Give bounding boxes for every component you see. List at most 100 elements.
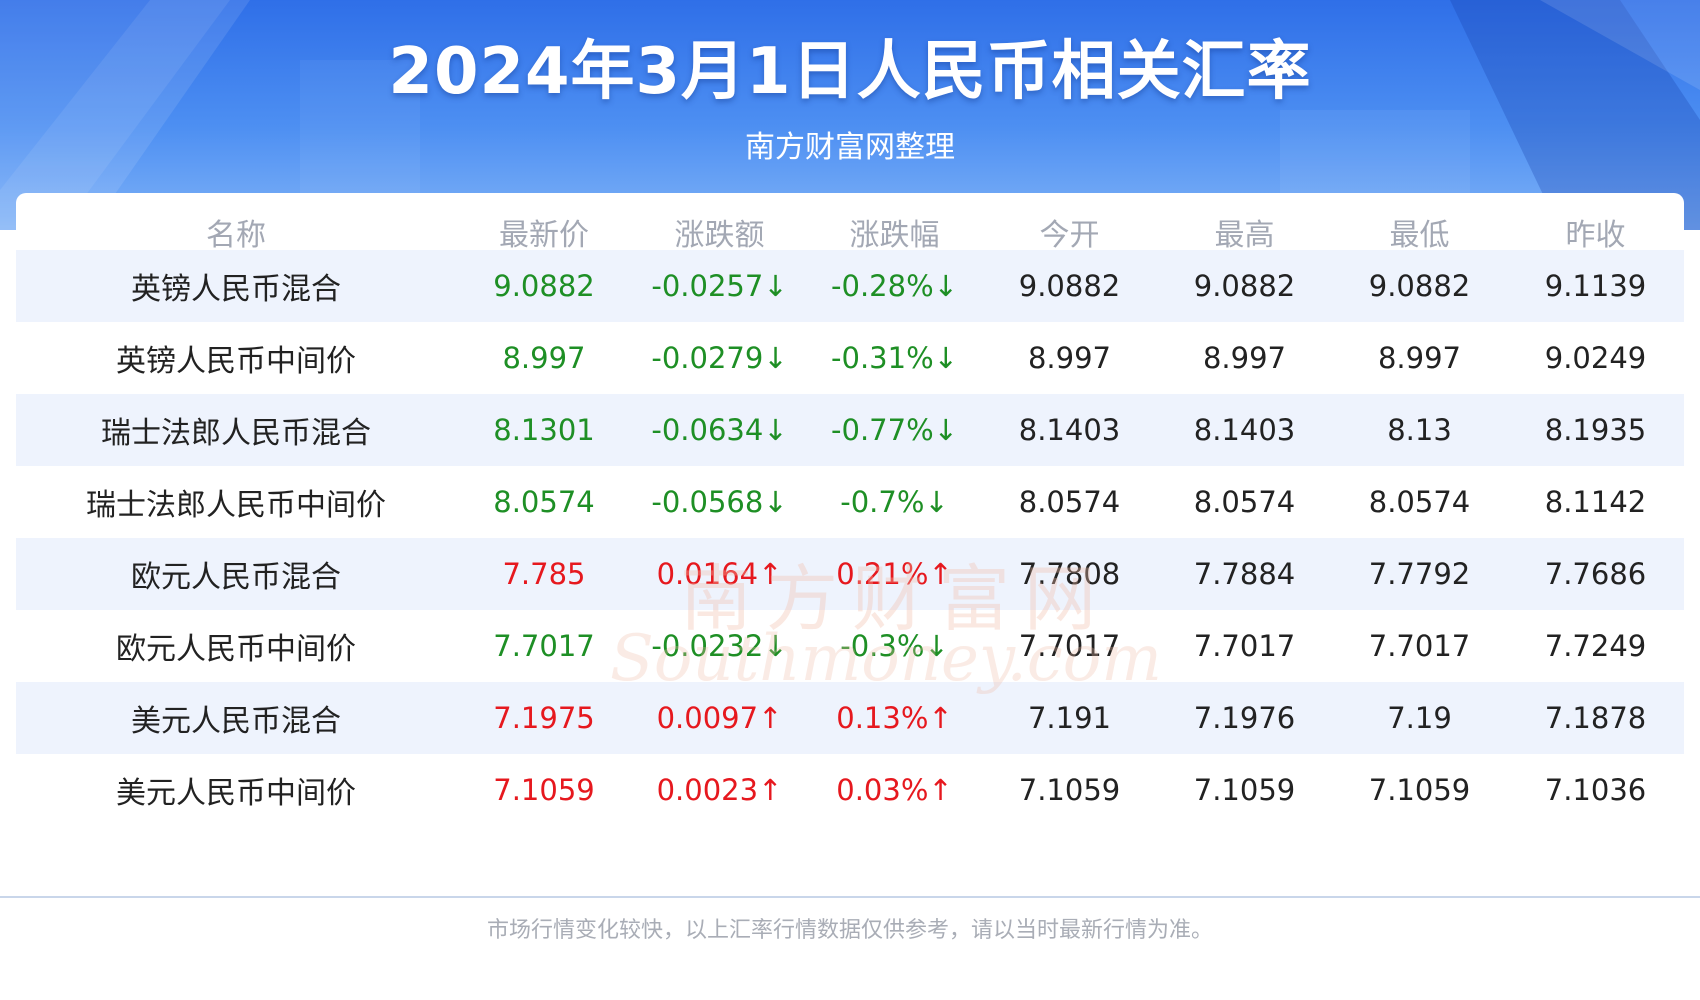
cell-low: 8.997	[1332, 341, 1507, 375]
cell-low-value: 7.19	[1387, 701, 1452, 735]
cell-latest: 7.7017	[456, 629, 632, 663]
cell-change-pct-value: -0.77%	[831, 413, 934, 447]
cell-latest-value: 8.1301	[493, 413, 595, 447]
arrow-down-icon: ↓	[924, 485, 949, 519]
column-header-prev-close: 昨收	[1565, 218, 1626, 253]
arrow-down-icon: ↓	[763, 485, 788, 519]
cell-low-value: 8.13	[1387, 413, 1452, 447]
cell-open-value: 7.1059	[1018, 773, 1121, 807]
cell-high-value: 7.7884	[1193, 557, 1296, 591]
cell-open-value: 9.0882	[1018, 269, 1121, 303]
cell-prev-close-value: 9.1139	[1544, 269, 1647, 303]
cell-prev-close: 9.1139	[1507, 269, 1684, 303]
cell-high: 9.0882	[1157, 269, 1332, 303]
cell-open: 8.1403	[982, 413, 1157, 447]
cell-prev-close: 7.1036	[1507, 773, 1684, 807]
cell-latest: 8.997	[456, 341, 632, 375]
arrow-up-icon: ↑	[758, 557, 783, 591]
table-row: 英镑人民币中间价 8.997 -0.0279↓ -0.31%↓ 8.997 8.997 8.…	[16, 322, 1684, 394]
cell-name: 欧元人民币中间价	[16, 624, 456, 668]
column-header-low: 最低	[1389, 218, 1450, 253]
cell-latest-value: 8.997	[502, 341, 586, 375]
cell-open-value: 7.7017	[1018, 629, 1121, 663]
cell-high-value: 7.1059	[1193, 773, 1296, 807]
arrow-down-icon: ↓	[933, 341, 958, 375]
cell-open: 9.0882	[982, 269, 1157, 303]
cell-latest: 9.0882	[456, 269, 632, 303]
header-banner: 2024年3月1日人民币相关汇率 南方财富网整理	[0, 0, 1700, 230]
cell-high-value: 7.7017	[1193, 629, 1296, 663]
arrow-down-icon: ↓	[763, 269, 788, 303]
cell-name: 英镑人民币中间价	[16, 336, 456, 380]
cell-high: 7.7884	[1157, 557, 1332, 591]
table-row: 美元人民币中间价 7.1059 0.0023↑ 0.03%↑ 7.1059 7.1059 7…	[16, 754, 1684, 826]
arrow-down-icon: ↓	[763, 341, 788, 375]
cell-open-value: 8.0574	[1018, 485, 1121, 519]
cell-prev-close-value: 7.1036	[1544, 773, 1647, 807]
cell-name-value: 瑞士法郎人民币混合	[101, 416, 371, 451]
table-row: 欧元人民币混合 7.785 0.0164↑ 0.21%↑ 7.7808 7.7884 7.7…	[16, 538, 1684, 610]
column-header-name: 名称	[206, 218, 266, 253]
cell-name-value: 瑞士法郎人民币中间价	[86, 488, 386, 523]
column-header-change: 涨跌额	[674, 218, 765, 253]
table-row: 瑞士法郎人民币混合 8.1301 -0.0634↓ -0.77%↓ 8.1403 8.14…	[16, 394, 1684, 466]
cell-high-value: 9.0882	[1193, 269, 1296, 303]
cell-low: 7.7792	[1332, 557, 1507, 591]
page-title: 2024年3月1日人民币相关汇率	[388, 35, 1312, 109]
cell-low-value: 7.1059	[1368, 773, 1471, 807]
cell-prev-close: 7.7249	[1507, 629, 1684, 663]
cell-change: -0.0232↓	[632, 629, 807, 663]
cell-name: 英镑人民币混合	[16, 264, 456, 308]
cell-prev-close: 8.1142	[1507, 485, 1684, 519]
cell-change: -0.0568↓	[632, 485, 807, 519]
cell-latest: 8.0574	[456, 485, 632, 519]
cell-name-value: 美元人民币混合	[131, 704, 341, 739]
cell-change-pct: -0.77%↓	[807, 413, 982, 447]
cell-name: 美元人民币中间价	[16, 768, 456, 812]
column-header-open: 今开	[1039, 218, 1100, 253]
table-row: 瑞士法郎人民币中间价 8.0574 -0.0568↓ -0.7%↓ 8.0574 8.05…	[16, 466, 1684, 538]
page-subtitle: 南方财富网整理	[745, 130, 955, 165]
cell-change-pct-value: 0.13%	[836, 701, 929, 735]
cell-change-value: -0.0232	[651, 629, 764, 663]
cell-prev-close-value: 8.1935	[1544, 413, 1647, 447]
cell-prev-close-value: 7.7686	[1544, 557, 1647, 591]
arrow-up-icon: ↑	[928, 557, 953, 591]
cell-prev-close-value: 7.1878	[1544, 701, 1647, 735]
cell-open-value: 7.191	[1027, 701, 1112, 735]
cell-change-pct: 0.13%↑	[807, 701, 982, 735]
cell-name-value: 英镑人民币混合	[131, 272, 341, 307]
cell-change-value: -0.0279	[651, 341, 764, 375]
cell-latest-value: 9.0882	[493, 269, 595, 303]
cell-latest: 8.1301	[456, 413, 632, 447]
cell-change: -0.0634↓	[632, 413, 807, 447]
table-header: 名称 最新价 涨跌额 涨跌幅 今开 最高 最低 昨收	[16, 193, 1684, 271]
cell-prev-close: 9.0249	[1507, 341, 1684, 375]
cell-open-value: 7.7808	[1018, 557, 1121, 591]
cell-low-value: 9.0882	[1368, 269, 1471, 303]
cell-change-pct-value: -0.3%	[840, 629, 925, 663]
cell-latest-value: 7.785	[502, 557, 586, 591]
cell-open-value: 8.1403	[1018, 413, 1121, 447]
header-decoration	[0, 0, 1700, 230]
cell-name-value: 英镑人民币中间价	[116, 344, 356, 379]
cell-high-value: 8.0574	[1193, 485, 1296, 519]
cell-change-pct: 0.21%↑	[807, 557, 982, 591]
cell-low: 7.19	[1332, 701, 1507, 735]
arrow-up-icon: ↑	[758, 701, 783, 735]
cell-low-value: 7.7792	[1368, 557, 1471, 591]
cell-latest-value: 7.1975	[493, 701, 595, 735]
cell-latest: 7.1975	[456, 701, 632, 735]
cell-prev-close-value: 8.1142	[1544, 485, 1647, 519]
cell-change: -0.0257↓	[632, 269, 807, 303]
arrow-up-icon: ↑	[928, 773, 953, 807]
arrow-up-icon: ↑	[928, 701, 953, 735]
cell-open: 7.1059	[982, 773, 1157, 807]
cell-low: 9.0882	[1332, 269, 1507, 303]
rate-table: 名称 最新价 涨跌额 涨跌幅 今开 最高 最低 昨收 英镑人民币混合 9.0882…	[16, 193, 1684, 898]
cell-latest-value: 8.0574	[493, 485, 595, 519]
cell-change-value: 0.0164	[656, 557, 759, 591]
cell-open: 7.7017	[982, 629, 1157, 663]
cell-prev-close: 8.1935	[1507, 413, 1684, 447]
cell-change-value: -0.0634	[651, 413, 764, 447]
